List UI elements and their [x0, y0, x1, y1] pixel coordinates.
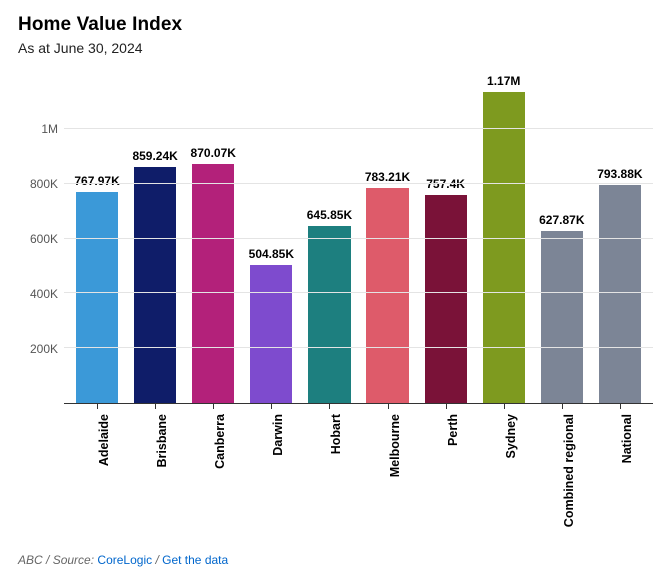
x-label-text: Melbourne: [388, 414, 402, 477]
bar-value-label: 870.07K: [191, 146, 236, 160]
bar-column: 870.07K: [186, 74, 240, 403]
bar-rect: [366, 188, 408, 403]
x-axis: Adelaide Brisbane Canberra Darwin Hobart Melb…: [64, 404, 653, 516]
bar-column: 793.88K: [593, 74, 647, 403]
bar-rect: [483, 92, 525, 403]
x-tick-mark: [388, 404, 389, 409]
gridline: [64, 347, 653, 348]
x-label: Darwin: [244, 404, 298, 516]
plot: 767.97K 859.24K 870.07K 504.85K 645.85K 783.2…: [64, 74, 653, 404]
bar-rect: [599, 185, 641, 403]
chart-subtitle: As at June 30, 2024: [18, 40, 653, 56]
bar-value-label: 793.88K: [597, 167, 642, 181]
x-label: Sydney: [477, 404, 531, 516]
bar-column: 859.24K: [128, 74, 182, 403]
bar-value-label: 504.85K: [249, 247, 294, 261]
x-label-text: Adelaide: [97, 414, 111, 466]
bar-rect: [192, 164, 234, 403]
bar-rect: [250, 265, 292, 403]
x-label: Hobart: [302, 404, 356, 516]
bar-value-label: 859.24K: [132, 149, 177, 163]
gridline: [64, 183, 653, 184]
footer-prefix: ABC: [18, 553, 43, 567]
plot-area: 200K 400K 600K 800K 1M 767.97K 859.24K 870.07K…: [18, 74, 653, 404]
x-tick-mark: [97, 404, 98, 409]
bar-column: 767.97K: [70, 74, 124, 403]
x-tick-mark: [446, 404, 447, 409]
bar-rect: [308, 226, 350, 403]
y-axis: 200K 400K 600K 800K 1M: [18, 74, 64, 404]
gridline: [64, 238, 653, 239]
x-label: National: [593, 404, 647, 516]
y-tick-label: 200K: [30, 342, 58, 356]
x-label: Melbourne: [360, 404, 414, 516]
footer-source-link[interactable]: CoreLogic: [97, 553, 152, 567]
x-tick-mark: [504, 404, 505, 409]
x-label: Combined regional: [535, 404, 589, 516]
x-tick-mark: [155, 404, 156, 409]
bar-value-label: 645.85K: [307, 208, 352, 222]
bar-value-label: 627.87K: [539, 213, 584, 227]
bar-column: 783.21K: [360, 74, 414, 403]
x-label: Brisbane: [128, 404, 182, 516]
y-tick-label: 400K: [30, 287, 58, 301]
chart-footer: ABC / Source: CoreLogic / Get the data: [18, 553, 228, 567]
gridline: [64, 128, 653, 129]
x-tick-mark: [271, 404, 272, 409]
y-tick-label: 600K: [30, 232, 58, 246]
bar-column: 504.85K: [244, 74, 298, 403]
footer-data-link[interactable]: Get the data: [162, 553, 228, 567]
x-label-text: Hobart: [329, 414, 343, 454]
x-label: Canberra: [186, 404, 240, 516]
bar-column: 645.85K: [302, 74, 356, 403]
x-label-text: National: [620, 414, 634, 463]
x-label-text: Canberra: [213, 414, 227, 469]
x-label-text: Perth: [446, 414, 460, 446]
footer-source-label: Source:: [53, 553, 94, 567]
y-tick-label: 800K: [30, 177, 58, 191]
x-tick-mark: [213, 404, 214, 409]
bar-column: 757.4K: [419, 74, 473, 403]
x-label-text: Combined regional: [562, 414, 576, 527]
chart-title: Home Value Index: [18, 14, 653, 36]
x-label: Perth: [419, 404, 473, 516]
bar-rect: [76, 192, 118, 403]
bar-column: 1.17M: [477, 74, 531, 403]
bar-value-label: 757.4K: [426, 177, 465, 191]
bar-value-label: 767.97K: [74, 174, 119, 188]
y-tick-label: 1M: [41, 122, 58, 136]
bar-rect: [134, 167, 176, 403]
bar-rect: [541, 231, 583, 403]
x-tick-mark: [329, 404, 330, 409]
bar-value-label: 1.17M: [487, 74, 520, 88]
footer-sep: /: [46, 553, 53, 567]
bar-column: 627.87K: [535, 74, 589, 403]
x-label-text: Darwin: [271, 414, 285, 456]
chart-card: Home Value Index As at June 30, 2024 200…: [0, 0, 671, 579]
x-label-text: Brisbane: [155, 414, 169, 468]
bar-rect: [425, 195, 467, 403]
x-tick-mark: [620, 404, 621, 409]
bars-container: 767.97K 859.24K 870.07K 504.85K 645.85K 783.2…: [64, 74, 653, 403]
gridline: [64, 292, 653, 293]
x-label-text: Sydney: [504, 414, 518, 458]
x-tick-mark: [562, 404, 563, 409]
x-label: Adelaide: [70, 404, 124, 516]
